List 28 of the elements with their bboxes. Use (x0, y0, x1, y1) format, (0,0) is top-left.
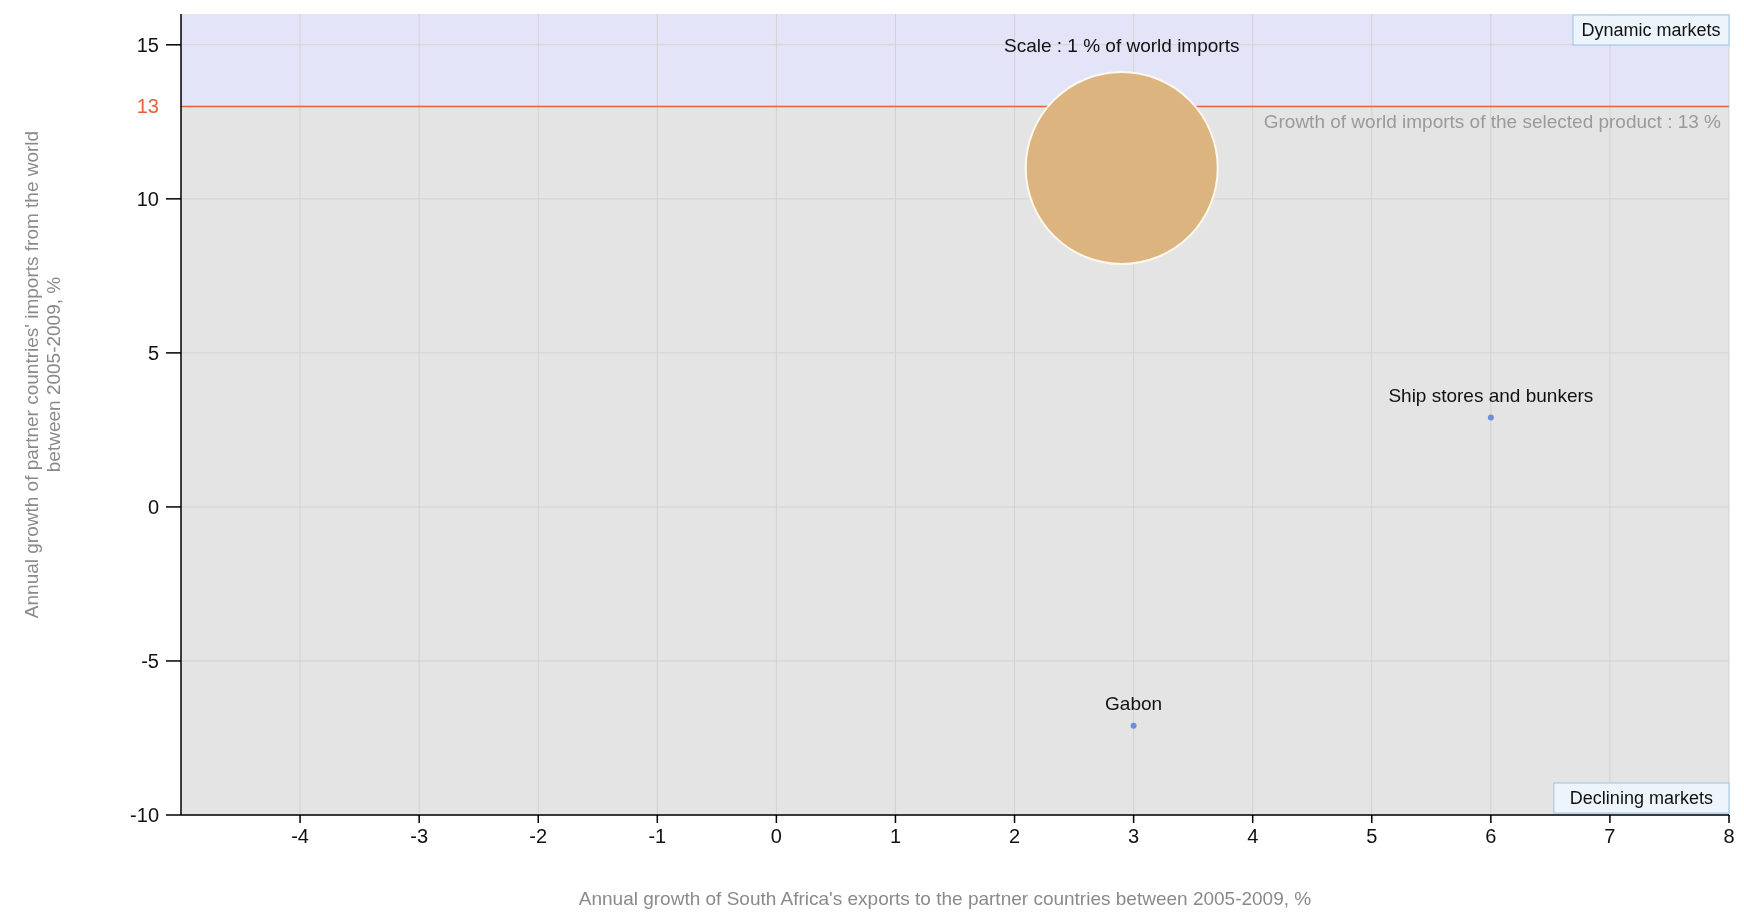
x-tick-label: 3 (1128, 825, 1140, 847)
x-tick-label: -3 (410, 825, 429, 847)
legend-title: Scale : 1 % of world imports (1003, 35, 1240, 56)
x-tick-label: 2 (1008, 825, 1021, 847)
annotation: Ship stores and bunkers (1388, 384, 1594, 406)
x-axis-title: Annual growth of South Africa's exports to the partner countries between 2005-2009, % (578, 888, 1312, 909)
y-tick-label: 15 (136, 33, 159, 56)
y-tick-label: -5 (141, 649, 159, 672)
annotation: Gabon (1105, 692, 1163, 714)
x-tick-label: 6 (1485, 825, 1497, 847)
x-tick-label: 0 (770, 825, 782, 847)
y-tick-label: 5 (147, 341, 159, 364)
y-tick-label: 13 (136, 95, 159, 118)
x-tick-label: 8 (1723, 825, 1735, 847)
y-tick-label: 0 (147, 495, 159, 518)
x-tick-label: 7 (1604, 825, 1616, 847)
y-axis-title: Annual growth of partner countries' imports from the world between 2005-2009, % (21, 130, 64, 619)
annotation: Dynamic markets (1581, 20, 1721, 41)
x-tick-label: -4 (291, 825, 309, 847)
x-tick-label: 4 (1247, 825, 1259, 847)
annotation: Declining markets (1569, 788, 1713, 809)
x-tick-label: -2 (529, 825, 548, 847)
x-tick-label: -1 (648, 825, 667, 847)
x-tick-label: 1 (889, 825, 902, 847)
ref-line-label: Growth of world imports of the selected product : 13 % (1263, 111, 1722, 133)
y-tick-label: 10 (136, 187, 159, 210)
x-tick-label: 5 (1366, 825, 1378, 847)
y-tick-label: -10 (130, 804, 159, 826)
